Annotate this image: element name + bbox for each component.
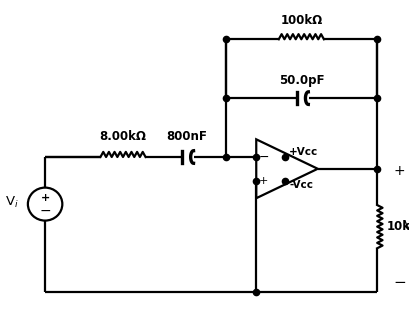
- Text: -Vcc: -Vcc: [288, 180, 312, 190]
- Text: 800nF: 800nF: [166, 130, 207, 143]
- Text: +: +: [258, 176, 267, 186]
- Text: −: −: [39, 204, 51, 218]
- Text: V$_o$: V$_o$: [402, 219, 409, 234]
- Text: 50.0pF: 50.0pF: [278, 74, 323, 87]
- Text: −: −: [258, 150, 268, 164]
- Text: +: +: [393, 164, 405, 178]
- Text: 100kΩ: 100kΩ: [279, 14, 322, 28]
- Text: +Vcc: +Vcc: [288, 147, 317, 157]
- Text: V$_i$: V$_i$: [5, 195, 18, 210]
- Text: 10kΩ: 10kΩ: [385, 220, 409, 233]
- Text: −: −: [392, 275, 405, 290]
- Text: +: +: [40, 193, 49, 203]
- Text: 8.00kΩ: 8.00kΩ: [99, 130, 146, 143]
